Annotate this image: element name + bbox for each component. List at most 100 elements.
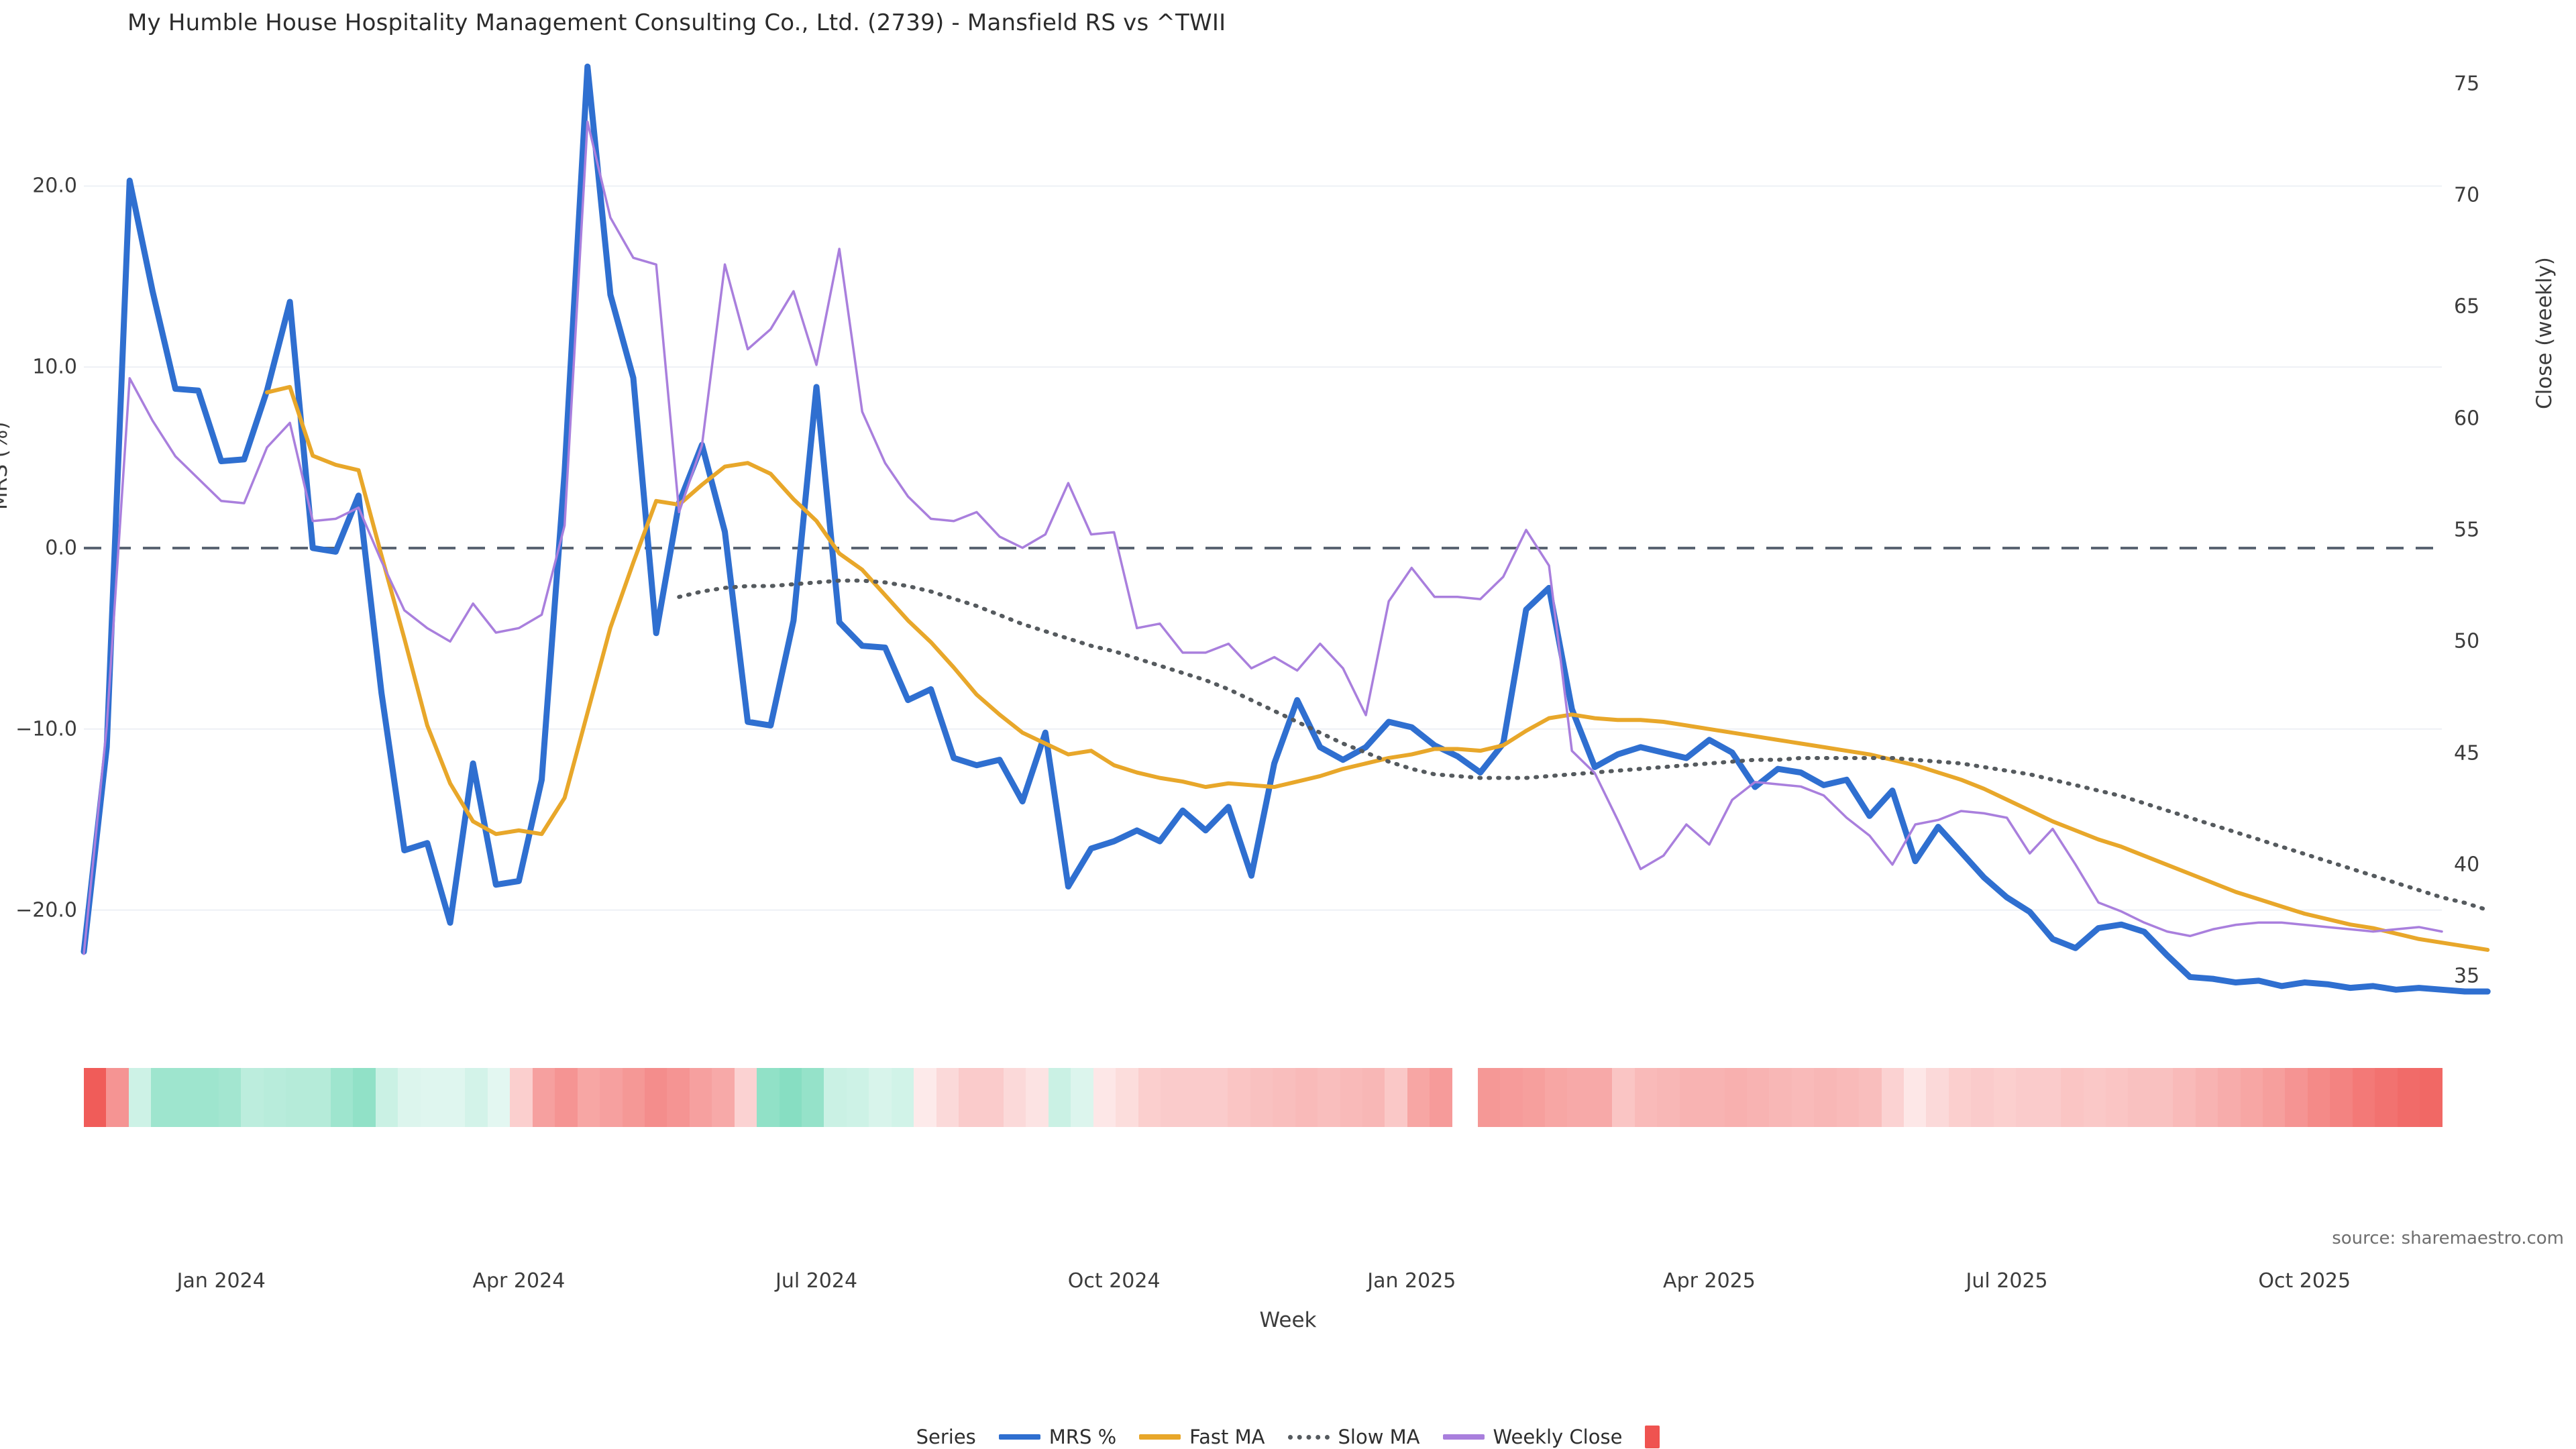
- heatmap-cell: [1183, 1068, 1205, 1127]
- heatmap-cell: [532, 1068, 555, 1127]
- heatmap-cell: [2195, 1068, 2218, 1127]
- chart-title: My Humble House Hospitality Management C…: [127, 9, 1226, 36]
- heatmap-cell: [1612, 1068, 1635, 1127]
- heatmap-cell: [510, 1068, 533, 1127]
- heatmap-cell: [1634, 1068, 1658, 1127]
- heatmap-cell: [2375, 1068, 2398, 1127]
- legend-item[interactable]: MRS %: [998, 1426, 1116, 1448]
- heatmap-cell: [1926, 1068, 1949, 1127]
- y-tick-left: −10.0: [15, 717, 77, 741]
- heatmap-cell: [1859, 1068, 1882, 1127]
- heatmap-cell: [2352, 1068, 2375, 1127]
- series-line: [83, 120, 2443, 955]
- heatmap-cell: [2038, 1068, 2061, 1127]
- heatmap-cell: [1477, 1068, 1501, 1127]
- x-tick: Oct 2024: [1067, 1269, 1161, 1293]
- heatmap-cell: [1702, 1068, 1725, 1127]
- heatmap-cell: [1071, 1068, 1093, 1127]
- heatmap-cell: [2285, 1068, 2308, 1127]
- heatmap-cell: [1904, 1068, 1927, 1127]
- heatmap-cell: [644, 1068, 667, 1127]
- heatmap-cell: [285, 1068, 309, 1127]
- heatmap-cell: [263, 1068, 286, 1127]
- legend-item-label: Slow MA: [1338, 1426, 1420, 1448]
- legend-color-square: [1645, 1426, 1660, 1448]
- heatmap-cell: [734, 1068, 757, 1127]
- y-tick-right: 60: [2454, 407, 2480, 431]
- legend-item[interactable]: Weekly Close: [1442, 1426, 1623, 1448]
- x-tick: Apr 2025: [1663, 1269, 1756, 1293]
- heatmap-cell: [2307, 1068, 2330, 1127]
- heatmap-cell: [1657, 1068, 1680, 1127]
- plot-area: [80, 50, 2491, 1010]
- legend-item[interactable]: [1645, 1426, 1660, 1448]
- heatmap-cell: [1679, 1068, 1703, 1127]
- heatmap-cell: [1340, 1068, 1362, 1127]
- legend-item[interactable]: Slow MA: [1287, 1426, 1420, 1448]
- heatmap-cell: [1205, 1068, 1228, 1127]
- legend-color-swatch: [1287, 1434, 1330, 1440]
- legend-color-swatch: [1139, 1434, 1181, 1440]
- legend-item[interactable]: Fast MA: [1139, 1426, 1265, 1448]
- rs-heatmap-strip: [84, 1068, 2443, 1127]
- heatmap-cell: [487, 1068, 511, 1127]
- heatmap-cell: [622, 1068, 645, 1127]
- heatmap-cell: [1385, 1068, 1407, 1127]
- heatmap-cell: [128, 1068, 152, 1127]
- heatmap-cell: [1881, 1068, 1904, 1127]
- heatmap-cell: [667, 1068, 690, 1127]
- heatmap-cell: [577, 1068, 600, 1127]
- heatmap-cell: [1318, 1068, 1340, 1127]
- heatmap-cell: [959, 1068, 981, 1127]
- heatmap-cell: [2083, 1068, 2106, 1127]
- series-line: [677, 578, 2490, 912]
- heatmap-cell: [1093, 1068, 1116, 1127]
- heatmap-cell: [802, 1068, 824, 1127]
- heatmap-cell: [757, 1068, 780, 1127]
- heatmap-cell: [2105, 1068, 2129, 1127]
- y-tick-left: 0.0: [45, 536, 77, 560]
- x-tick: Jan 2025: [1367, 1269, 1456, 1293]
- heatmap-cell: [2240, 1068, 2263, 1127]
- y-tick-right: 45: [2454, 741, 2480, 765]
- y-tick-left: 20.0: [32, 174, 77, 198]
- heatmap-cell: [151, 1068, 174, 1127]
- heatmap-cell: [2150, 1068, 2174, 1127]
- heatmap-cell: [173, 1068, 197, 1127]
- y-tick-left: −20.0: [15, 898, 77, 922]
- heatmap-cell: [779, 1068, 802, 1127]
- source-attribution: source: sharemaestro.com: [2326, 1226, 2569, 1250]
- legend-item-label: Weekly Close: [1493, 1426, 1623, 1448]
- heatmap-cell: [2397, 1068, 2420, 1127]
- heatmap-cell: [1948, 1068, 1972, 1127]
- x-tick: Jul 2025: [1966, 1269, 2048, 1293]
- heatmap-cell: [218, 1068, 241, 1127]
- heatmap-cell: [1026, 1068, 1049, 1127]
- heatmap-cell: [1250, 1068, 1273, 1127]
- series-plot: [80, 63, 2491, 995]
- heatmap-cell: [2420, 1068, 2443, 1127]
- heatmap-cell: [1048, 1068, 1071, 1127]
- y-tick-right: 75: [2454, 72, 2480, 96]
- y-tick-right: 50: [2454, 629, 2480, 653]
- heatmap-cell: [1836, 1068, 1860, 1127]
- heatmap-cell: [196, 1068, 219, 1127]
- heatmap-cell: [2263, 1068, 2286, 1127]
- heatmap-cell: [689, 1068, 712, 1127]
- heatmap-cell: [1724, 1068, 1747, 1127]
- heatmap-cell: [1161, 1068, 1183, 1127]
- heatmap-cell: [1228, 1068, 1250, 1127]
- heatmap-cell: [1971, 1068, 1994, 1127]
- heatmap-cell: [84, 1068, 107, 1127]
- heatmap-cell: [420, 1068, 443, 1127]
- series-line: [80, 63, 2491, 995]
- heatmap-cell: [1003, 1068, 1026, 1127]
- y-tick-right: 65: [2454, 294, 2480, 319]
- heatmap-cell: [1567, 1068, 1590, 1127]
- heatmap-cell: [330, 1068, 354, 1127]
- heatmap-cell: [308, 1068, 331, 1127]
- x-tick: Oct 2025: [2258, 1269, 2351, 1293]
- legend-color-swatch: [998, 1434, 1040, 1440]
- heatmap-cell: [1430, 1068, 1452, 1127]
- heatmap-cell: [2218, 1068, 2241, 1127]
